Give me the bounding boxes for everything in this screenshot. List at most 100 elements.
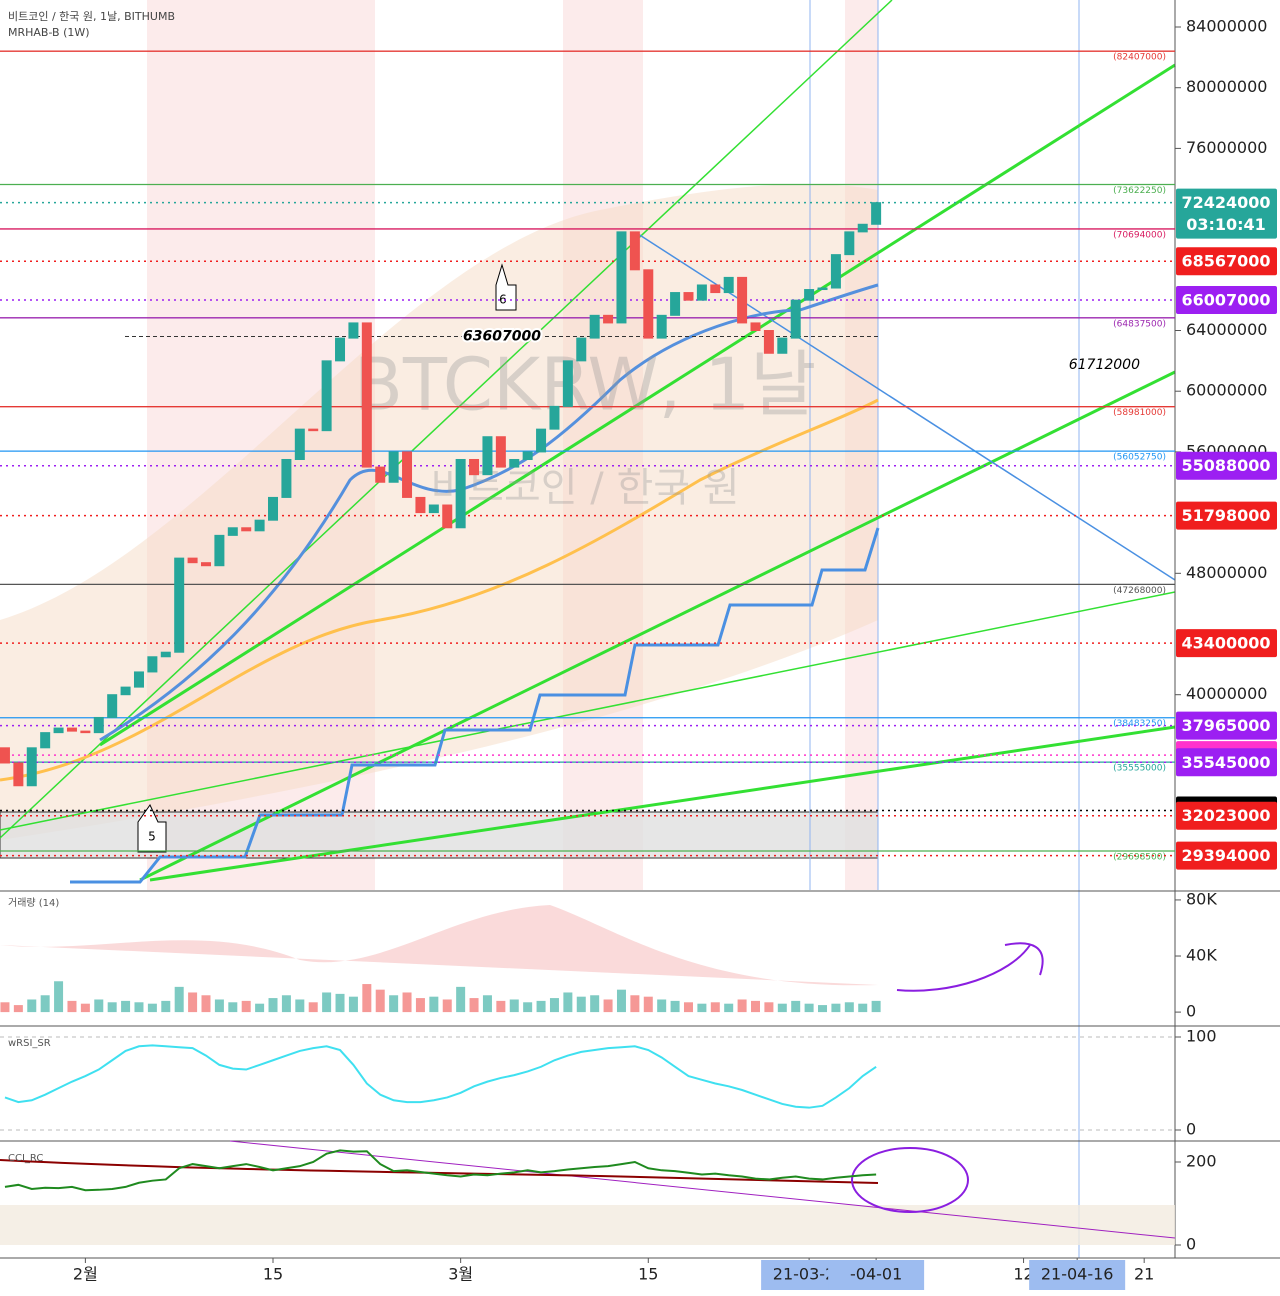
candle-body xyxy=(80,730,91,734)
candle-body xyxy=(428,504,439,514)
candle-body xyxy=(710,284,721,294)
volume-bar xyxy=(536,1000,546,1013)
candle-body xyxy=(670,292,681,316)
y-tick-label: 80000000 xyxy=(1186,77,1267,96)
volume-bar xyxy=(482,995,492,1013)
price-badge-label: 37965000 xyxy=(1181,716,1270,735)
volume-bar xyxy=(818,1005,828,1013)
candle-body xyxy=(107,694,118,718)
volume-bar xyxy=(295,999,305,1013)
panel-title: wRSI_SR xyxy=(8,1038,51,1049)
volume-bar xyxy=(442,999,452,1013)
level-label: (82407000) xyxy=(1113,53,1166,63)
candle-body xyxy=(388,451,399,483)
candle-body xyxy=(160,651,171,658)
note-level-label: 61712000 xyxy=(1069,357,1140,373)
candle-body xyxy=(495,436,506,468)
candle-body xyxy=(482,436,493,476)
y-tick-label: 64000000 xyxy=(1186,320,1267,339)
volume-bar xyxy=(844,1002,854,1013)
cci-line xyxy=(4,1149,877,1192)
candle-body xyxy=(737,276,748,324)
volume-bar xyxy=(858,1003,868,1013)
volume-bar xyxy=(509,999,519,1013)
volume-bar xyxy=(415,998,425,1013)
volume-bar xyxy=(13,1005,23,1013)
price-badge xyxy=(1176,188,1277,239)
volume-bar xyxy=(456,986,466,1013)
price-badge xyxy=(1176,711,1277,740)
volume-bar xyxy=(147,1003,157,1013)
level-label: (29698500) xyxy=(1113,853,1166,863)
y-tick-label: 80K xyxy=(1186,889,1217,908)
price-badge-label: 51798000 xyxy=(1181,506,1270,525)
volume-bar xyxy=(603,999,613,1013)
price-badge xyxy=(1176,748,1277,777)
candle-body xyxy=(133,671,144,688)
y-tick-label: 0 xyxy=(1186,1235,1196,1254)
candle-body xyxy=(268,496,279,521)
level-label: (56052750) xyxy=(1113,453,1166,463)
volume-bar xyxy=(549,998,559,1013)
price-badge xyxy=(1176,629,1277,658)
volume-bar xyxy=(94,999,104,1013)
candle-body xyxy=(589,314,600,339)
candle-body xyxy=(40,732,51,749)
price-badge xyxy=(1176,801,1277,830)
y-tick-label: 200 xyxy=(1186,1152,1217,1171)
candle-body xyxy=(254,519,265,532)
volume-bar xyxy=(375,989,385,1013)
volume-bar xyxy=(322,992,332,1013)
candle-body xyxy=(402,451,413,498)
volume-bar xyxy=(630,995,640,1013)
volume-bar xyxy=(161,1000,171,1013)
volume-bar xyxy=(764,1002,774,1013)
y-tick-label: 100 xyxy=(1186,1026,1217,1045)
candle-body xyxy=(643,269,654,339)
volume-bar xyxy=(496,1000,506,1013)
volume-bar xyxy=(683,1002,693,1013)
volume-bar xyxy=(697,1003,707,1013)
volume-bar xyxy=(27,999,37,1013)
x-tick-badge xyxy=(1029,1260,1126,1290)
price-badge xyxy=(1176,286,1277,315)
candle-body xyxy=(375,466,386,483)
y-tick-label: 84000000 xyxy=(1186,17,1267,36)
x-tick-label: -04-01 xyxy=(850,1265,902,1284)
rsi-line xyxy=(4,1044,877,1109)
price-badge-label: 35545000 xyxy=(1181,753,1270,772)
level-label: (70694000) xyxy=(1113,230,1166,240)
volume-bar xyxy=(616,989,626,1013)
candle-body xyxy=(549,405,560,430)
price-badge xyxy=(1176,501,1277,530)
x-tick-label: 21-03-27 xyxy=(773,1265,846,1284)
volume-bar xyxy=(389,995,399,1013)
y-tick-label: 0 xyxy=(1186,1120,1196,1139)
volume-bar xyxy=(281,995,291,1013)
volume-bar xyxy=(67,1000,77,1013)
volume-bar xyxy=(214,999,224,1013)
volume-bar xyxy=(268,998,278,1013)
volume-bar xyxy=(121,1000,131,1013)
candle-body xyxy=(763,330,774,354)
y-tick-label: 76000000 xyxy=(1186,138,1267,157)
candle-body xyxy=(348,322,359,339)
x-tick-label: 15 xyxy=(638,1265,658,1284)
volume-bar xyxy=(201,995,211,1013)
decor xyxy=(0,0,1280,1259)
candle-body xyxy=(536,428,547,453)
volume-bar xyxy=(241,1000,251,1013)
candle-body xyxy=(469,458,480,476)
level-label: (35555000) xyxy=(1113,764,1166,774)
candle-body xyxy=(308,428,319,432)
watermark-sub: 비트코인 / 한국 원 xyxy=(430,465,739,511)
price-badge xyxy=(1176,841,1277,870)
price-badge-label: 66007000 xyxy=(1181,291,1270,310)
candle-body xyxy=(629,231,640,271)
volume-bar xyxy=(710,1002,720,1013)
level-label: (38483250) xyxy=(1113,719,1166,729)
candle-body xyxy=(804,289,815,301)
candle-body xyxy=(335,337,346,362)
volume-bar xyxy=(402,992,412,1013)
candle-body xyxy=(321,360,332,432)
